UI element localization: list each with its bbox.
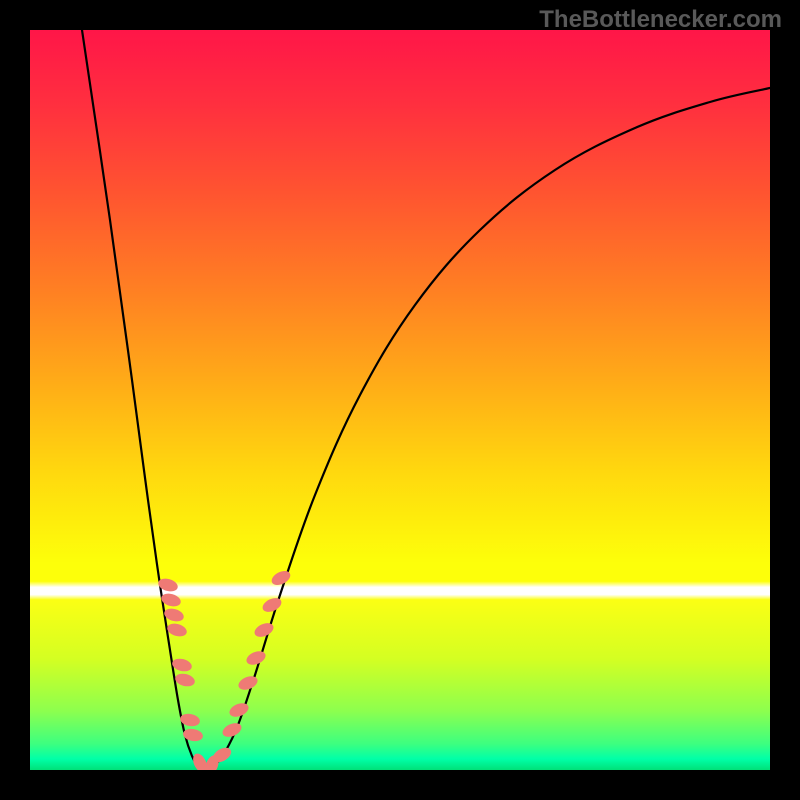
curve-bead — [236, 674, 259, 693]
curve-layer — [30, 30, 770, 770]
curve-bead — [252, 620, 275, 639]
curve-left — [82, 30, 205, 770]
curve-bead — [244, 649, 267, 668]
curve-bead — [269, 568, 292, 588]
curve-bead — [227, 701, 250, 720]
curve-right — [205, 88, 770, 770]
curve-bead — [174, 672, 196, 688]
curve-bead — [166, 621, 189, 638]
plot-area — [30, 30, 770, 770]
watermark-text: TheBottlenecker.com — [539, 6, 782, 34]
curve-bead — [260, 595, 283, 614]
chart-canvas: TheBottlenecker.com — [0, 0, 800, 800]
